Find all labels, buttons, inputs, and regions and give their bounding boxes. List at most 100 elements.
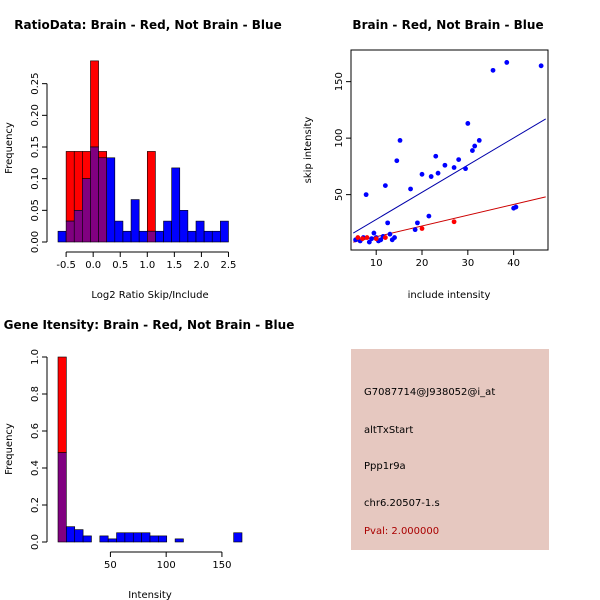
ratio-hist-title: RatioData: Brain - Red, Not Brain - Blue bbox=[14, 18, 281, 32]
ratio-hist-ylabel: Frequency bbox=[4, 122, 15, 174]
intensity-hist-x-tick-label: 100 bbox=[157, 560, 176, 571]
scatter-point-not-brain bbox=[369, 236, 375, 242]
ratio-hist-bar-overlap bbox=[65, 220, 75, 243]
scatter-point-not-brain bbox=[463, 166, 468, 172]
ratio-hist-x-tick-label: 0.0 bbox=[85, 260, 101, 271]
intensity-hist-xlabel: Intensity bbox=[128, 590, 172, 600]
intensity-hist-y-tick-label: 0.0 bbox=[30, 534, 41, 550]
scatter-point-not-brain bbox=[433, 153, 439, 159]
ratio-hist-bar-brain bbox=[90, 60, 99, 148]
scatter-x-tick-label: 10 bbox=[370, 258, 383, 269]
ratio-hist-bar-overlap bbox=[73, 210, 83, 243]
scatter-point-not-brain bbox=[476, 137, 482, 143]
ratio-hist-y-tick-label: 0.00 bbox=[30, 231, 41, 253]
scatter-point-not-brain bbox=[504, 60, 510, 65]
scatter-point-not-brain bbox=[513, 204, 519, 210]
ratio-hist-x-tick-label: -0.5 bbox=[56, 260, 76, 271]
ratio-hist-bar-not-brain bbox=[203, 230, 213, 243]
pval-text: Pval: 2.000000 bbox=[364, 526, 440, 537]
scatter-y-tick-label: 150 bbox=[334, 72, 345, 91]
scatter-point-not-brain bbox=[538, 63, 544, 69]
scatter-x-tick-label: 30 bbox=[461, 258, 474, 269]
scatter-point-not-brain bbox=[451, 165, 457, 170]
intensity-hist-bar-not-brain bbox=[158, 535, 168, 543]
scatter-point-not-brain bbox=[415, 220, 420, 226]
scatter-point-not-brain bbox=[426, 213, 432, 219]
event-type-text: altTxStart bbox=[364, 425, 414, 436]
scatter-point-not-brain bbox=[366, 239, 372, 245]
ratio-hist-bar-overlap bbox=[98, 157, 108, 243]
scatter-point-not-brain bbox=[371, 230, 377, 236]
scatter-fit-line-not-brain bbox=[353, 118, 546, 234]
ratio-hist-bar-not-brain bbox=[155, 230, 164, 243]
ratio-hist-x-tick-label: 2.5 bbox=[221, 260, 237, 271]
event-id-text: chr6.20507-1.s bbox=[364, 498, 440, 509]
scatter-point-not-brain bbox=[387, 231, 393, 237]
scatter-y-tick-label: 50 bbox=[334, 188, 345, 201]
intensity-histogram: Gene Itensity: Brain - Red, Not Brain - … bbox=[4, 318, 295, 600]
gene-name-text: Ppp1r9a bbox=[364, 461, 406, 472]
scatter-point-brain bbox=[451, 219, 457, 225]
ratio-hist-y-tick-label: 0.25 bbox=[30, 73, 41, 95]
scatter-x-tick-label: 20 bbox=[416, 258, 429, 269]
ratio-hist-bar-not-brain bbox=[122, 230, 132, 243]
scatter-point-not-brain bbox=[412, 227, 418, 233]
ratio-hist-y-tick-label: 0.10 bbox=[30, 168, 41, 190]
scatter-plot-box bbox=[350, 49, 549, 251]
intensity-hist-bar-not-brain bbox=[82, 535, 92, 543]
intensity-hist-bar-not-brain bbox=[124, 532, 134, 543]
probe-id-text: G7087714@J938052@i_at bbox=[364, 387, 496, 398]
scatter-x-tick-label: 40 bbox=[507, 258, 520, 269]
ratio-hist-bar-not-brain bbox=[138, 230, 148, 243]
intensity-hist-x-tick-label: 150 bbox=[212, 560, 231, 571]
intensity-hist-bar-not-brain bbox=[74, 529, 84, 543]
scatter-title: Brain - Red, Not Brain - Blue bbox=[352, 18, 543, 32]
ratio-hist-x-tick-label: 1.0 bbox=[139, 260, 155, 271]
scatter-point-not-brain bbox=[435, 170, 441, 176]
scatter-point-not-brain bbox=[470, 148, 475, 153]
ratio-hist-bar-not-brain bbox=[179, 210, 189, 243]
ratio-hist-bar-overlap bbox=[82, 178, 91, 243]
intensity-hist-bar-not-brain bbox=[66, 526, 76, 543]
ratio-hist-x-tick-label: 0.5 bbox=[112, 260, 128, 271]
scatter-point-not-brain bbox=[382, 183, 388, 188]
ratio-histogram: RatioData: Brain - Red, Not Brain - Blue… bbox=[4, 18, 282, 301]
ratio-hist-bar-brain bbox=[98, 151, 108, 159]
ratio-hist-bar-not-brain bbox=[106, 157, 116, 243]
scatter-point-brain bbox=[382, 235, 388, 240]
ratio-hist-bar-not-brain bbox=[171, 167, 181, 243]
scatter-point-not-brain bbox=[378, 237, 384, 243]
intensity-hist-y-tick-label: 0.2 bbox=[30, 497, 41, 513]
ratio-hist-bar-brain bbox=[82, 151, 91, 179]
intensity-hist-y-tick-label: 0.4 bbox=[30, 460, 41, 476]
ratio-hist-y-tick-label: 0.20 bbox=[30, 104, 41, 126]
scatter-point-brain bbox=[364, 235, 370, 240]
intensity-hist-bar-not-brain bbox=[99, 535, 109, 543]
intensity-hist-bar-not-brain bbox=[107, 538, 117, 543]
ratio-hist-bar-not-brain bbox=[163, 220, 172, 243]
scatter-point-not-brain bbox=[465, 121, 471, 126]
intensity-hist-y-tick-label: 1.0 bbox=[30, 349, 41, 365]
intensity-hist-bar-brain bbox=[57, 356, 67, 453]
scatter-y-tick-label: 100 bbox=[334, 129, 345, 148]
ratio-hist-bar-not-brain bbox=[130, 199, 140, 243]
ratio-hist-bar-not-brain bbox=[195, 220, 205, 243]
ratio-hist-bar-brain bbox=[146, 151, 156, 232]
scatter-point-not-brain bbox=[385, 220, 391, 226]
intensity-hist-bar-not-brain bbox=[233, 532, 243, 543]
scatter-point-not-brain bbox=[419, 171, 425, 177]
intensity-hist-x-tick-label: 50 bbox=[104, 560, 117, 571]
scatter-point-not-brain bbox=[392, 235, 397, 240]
ratio-hist-y-tick-label: 0.15 bbox=[30, 136, 41, 158]
intensity-hist-y-tick-label: 0.6 bbox=[30, 423, 41, 439]
ratio-hist-bar-brain bbox=[65, 151, 75, 222]
ratio-hist-bar-not-brain bbox=[187, 230, 197, 243]
scatter-point-not-brain bbox=[490, 67, 496, 73]
ratio-hist-bar-overlap bbox=[90, 146, 99, 243]
scatter-point-not-brain bbox=[397, 137, 403, 143]
intensity-scatter: Brain - Red, Not Brain - Blue include in… bbox=[303, 18, 549, 301]
intensity-hist-ylabel: Frequency bbox=[4, 423, 15, 475]
scatter-fit-line-brain bbox=[353, 196, 546, 243]
intensity-hist-bar-not-brain bbox=[141, 532, 151, 543]
